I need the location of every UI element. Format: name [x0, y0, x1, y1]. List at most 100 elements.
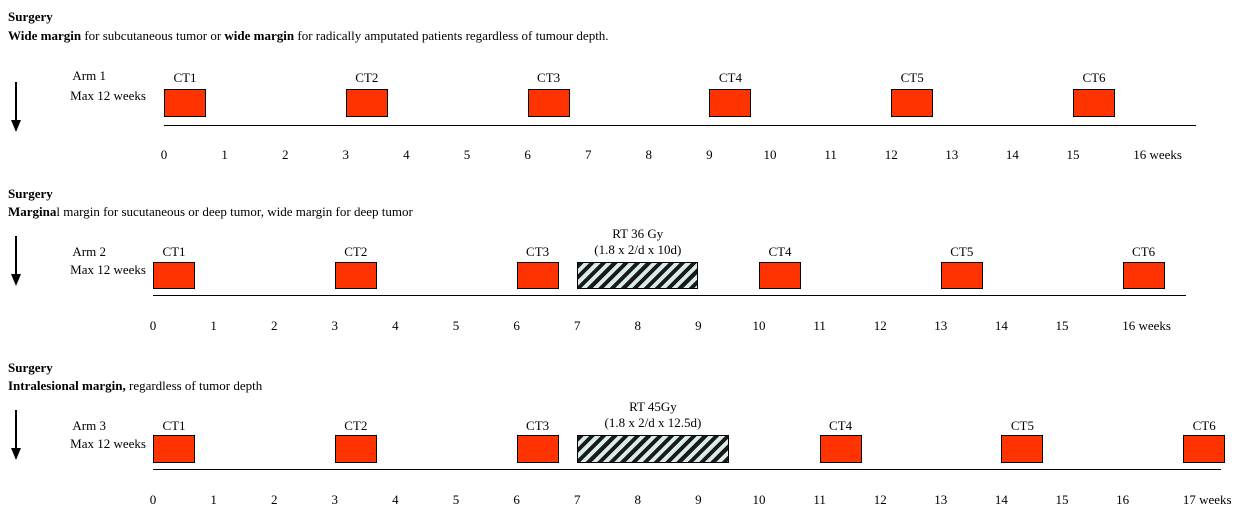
- down-arrow-icon: [11, 410, 21, 460]
- tick-label: 7: [573, 318, 581, 333]
- timeline-axis: [153, 469, 1221, 470]
- ct-cycle-label: CT5: [900, 70, 924, 85]
- arm-1-subtitle: Max 12 weeks: [70, 88, 146, 103]
- ct-cycle-label: CT2: [344, 418, 368, 433]
- tick-label: 12: [873, 318, 887, 333]
- ct-cycle-box: [334, 435, 377, 463]
- tick-label: 11: [824, 147, 837, 162]
- section-3-description: Intralesional margin, regardless of tumo…: [8, 378, 262, 394]
- ct-cycle-label: CT5: [1010, 418, 1034, 433]
- ct-cycle-label: CT4: [718, 70, 742, 85]
- arm-1-label: Arm 1: [72, 68, 106, 83]
- ct-cycle-box: [1183, 435, 1226, 463]
- tick-label: 9: [695, 318, 702, 333]
- ct-cycle-box: [759, 262, 801, 289]
- tick-label: 15: [1055, 318, 1069, 333]
- tick-label: 5: [452, 492, 460, 507]
- ct-cycle-box: [709, 89, 752, 117]
- desc-text-1: l margin for sucutaneous or deep tumor, …: [56, 204, 413, 219]
- radiotherapy-label: RT 45Gy (1.8 x 2/d x 12.5d): [605, 399, 702, 431]
- tick-label: 2: [281, 147, 289, 162]
- arm-3-subtitle: Max 12 weeks: [70, 436, 146, 451]
- tick-label: 2: [270, 318, 278, 333]
- desc-bold-1: Margina: [8, 204, 57, 219]
- ct-cycle-box: [516, 262, 559, 289]
- tick-label: 7: [573, 492, 581, 507]
- ct-cycle-box: [164, 89, 206, 117]
- ct-cycle-box: [1073, 89, 1115, 117]
- section-2-description: Marginal margin for sucutaneous or deep …: [8, 204, 413, 220]
- arm-2-subtitle: Max 12 weeks: [70, 262, 146, 277]
- tick-label: 3: [331, 492, 339, 507]
- radiotherapy-label: RT 36 Gy (1.8 x 2/d x 10d): [594, 226, 681, 258]
- tick-label: 16 weeks: [1122, 318, 1171, 333]
- tick-label: 1: [221, 147, 228, 162]
- tick-label: 14: [994, 492, 1008, 507]
- tick-label: 10: [752, 318, 766, 333]
- tick-label: 14: [994, 318, 1008, 333]
- tick-label: 5: [452, 318, 460, 333]
- tick-label: 7: [584, 147, 592, 162]
- tick-label: 9: [695, 492, 702, 507]
- desc-bold-2: wide margin: [224, 28, 295, 43]
- ct-cycle-label: CT1: [162, 418, 186, 433]
- tick-label: 9: [706, 147, 713, 162]
- ct-cycle-box: [345, 89, 388, 117]
- ct-cycle-label: CT4: [829, 418, 853, 433]
- tick-label: 13: [934, 492, 948, 507]
- tick-label: 14: [1005, 147, 1019, 162]
- ct-cycle-box: [940, 262, 983, 289]
- tick-label: 6: [513, 318, 520, 333]
- section-1-title: Surgery: [8, 9, 53, 24]
- tick-label: 0: [149, 318, 157, 333]
- ct-cycle-box: [334, 262, 377, 289]
- section-2-title: Surgery: [8, 186, 53, 201]
- timeline-axis: [164, 125, 1196, 126]
- ct-cycle-box: [153, 262, 195, 289]
- radiotherapy-box: [577, 262, 699, 289]
- ct-cycle-box: [819, 435, 862, 463]
- ct-cycle-box: [891, 89, 934, 117]
- ct-cycle-box: [516, 435, 559, 463]
- radiotherapy-schedule: (1.8 x 2/d x 10d): [594, 242, 682, 257]
- tick-label: 8: [634, 492, 642, 507]
- tick-label: 1: [210, 492, 217, 507]
- arm-3-label: Arm 3: [72, 418, 106, 433]
- desc-text-2: for radically amputated patients regardl…: [294, 28, 609, 43]
- ct-cycle-box: [1001, 435, 1044, 463]
- tick-label: 6: [513, 492, 520, 507]
- tick-label: 2: [270, 492, 278, 507]
- ct-cycle-label: CT6: [1192, 418, 1216, 433]
- ct-cycle-label: CT6: [1132, 244, 1156, 259]
- ct-cycle-label: CT3: [537, 70, 561, 85]
- tick-label: 0: [149, 492, 157, 507]
- ct-cycle-box: [1122, 262, 1165, 289]
- tick-label: 15: [1055, 492, 1069, 507]
- tick-label: 8: [634, 318, 642, 333]
- radiotherapy-schedule: (1.8 x 2/d x 12.5d): [604, 415, 702, 430]
- tick-label: 12: [873, 492, 887, 507]
- desc-text-1: for subcutaneous tumor or: [81, 28, 225, 43]
- tick-label: 17 weeks: [1182, 492, 1232, 507]
- section-1-description: Wide margin for subcutaneous tumor or wi…: [8, 28, 609, 44]
- tick-label: 10: [752, 492, 766, 507]
- radiotherapy-dose: RT 45Gy: [629, 399, 677, 414]
- ct-cycle-label: CT6: [1082, 70, 1106, 85]
- section-3-title: Surgery: [8, 360, 53, 375]
- ct-cycle-label: CT3: [526, 418, 550, 433]
- tick-label: 8: [645, 147, 653, 162]
- ct-cycle-label: CT1: [173, 70, 197, 85]
- desc-bold-1: Wide margin: [8, 28, 82, 43]
- tick-label: 11: [813, 492, 826, 507]
- tick-label: 3: [331, 318, 339, 333]
- down-arrow-icon: [11, 236, 21, 286]
- ct-cycle-box: [527, 89, 570, 117]
- tick-label: 5: [463, 147, 471, 162]
- tick-label: 11: [813, 318, 826, 333]
- timeline-axis: [153, 295, 1186, 296]
- radiotherapy-dose: RT 36 Gy: [612, 226, 664, 241]
- tick-label: 3: [342, 147, 350, 162]
- radiotherapy-box: [577, 435, 729, 463]
- tick-label: 12: [884, 147, 898, 162]
- tick-label: 0: [160, 147, 168, 162]
